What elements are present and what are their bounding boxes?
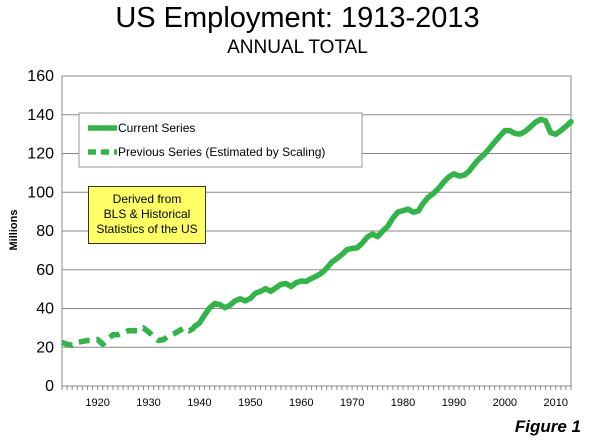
x-tick-label: 1970 <box>340 397 364 409</box>
series-line-0 <box>191 116 574 330</box>
series-lines <box>61 116 574 349</box>
y-tick-label: 40 <box>36 301 54 318</box>
figure-label: Figure 1 <box>514 417 581 436</box>
annotation-line: Statistics of the US <box>96 222 198 236</box>
annotation-line: Derived from <box>112 192 182 206</box>
y-tick-label: 140 <box>27 107 54 124</box>
y-tick-label: 120 <box>27 146 54 163</box>
x-tick-label: 1950 <box>238 397 262 409</box>
x-tick-label: 2000 <box>493 397 517 409</box>
y-tick-label: 0 <box>45 378 54 395</box>
y-tick-label: 80 <box>36 223 54 240</box>
x-tick-label: 2010 <box>543 397 567 409</box>
chart-subtitle: ANNUAL TOTAL <box>227 37 368 58</box>
y-tick-label: 100 <box>27 184 54 201</box>
chart-title: US Employment: 1913-2013 <box>115 2 480 34</box>
x-tick-label: 1920 <box>85 397 109 409</box>
legend-box <box>78 112 363 168</box>
x-tick-label: 1960 <box>289 397 313 409</box>
legend: Current Series Previous Series (Estimated… <box>78 112 363 168</box>
x-tick-label: 1990 <box>442 397 466 409</box>
y-tick-label: 20 <box>36 339 54 356</box>
x-tick-label: 1930 <box>136 397 160 409</box>
annotation-line: BLS & Historical <box>103 207 191 221</box>
x-tick-label: 1980 <box>391 397 415 409</box>
y-tick-label: 60 <box>36 262 54 279</box>
series-line-1 <box>61 325 196 349</box>
y-tick-labels: 0 20 40 60 80 100 120 140 160 <box>27 68 54 395</box>
x-tick-labels: 1920 1930 1940 1950 1960 1970 1980 1990 2000 2010 <box>61 386 572 409</box>
annotation-box: Derived from BLS & Historical Statistics… <box>88 186 206 244</box>
legend-label: Current Series <box>118 121 195 135</box>
legend-label: Previous Series (Estimated by Scaling) <box>118 145 325 159</box>
x-tick-label: 1940 <box>187 397 211 409</box>
y-tick-label: 160 <box>27 68 54 85</box>
